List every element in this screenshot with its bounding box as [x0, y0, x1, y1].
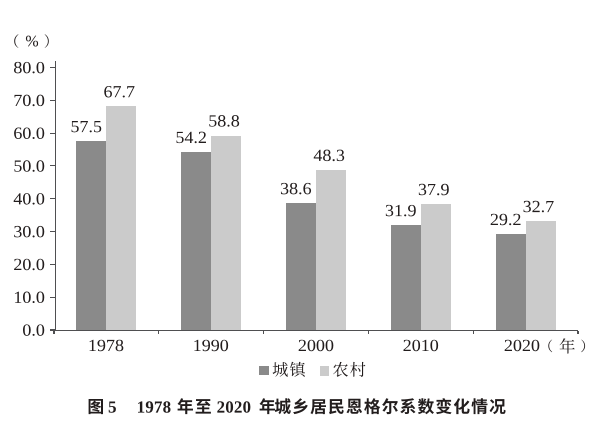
value-label	[176, 131, 206, 144]
x-axis-line	[54, 329, 578, 331]
x-axis-label	[403, 339, 439, 352]
x-tick	[367, 330, 369, 335]
value-label	[104, 85, 135, 98]
y-axis-unit-label	[14, 34, 49, 48]
value-label	[523, 200, 554, 213]
legend-label-rural	[333, 361, 366, 377]
y-tick-label	[14, 160, 45, 172]
x-tick	[472, 330, 474, 335]
value-label	[71, 121, 102, 133]
y-tick-label	[14, 225, 45, 238]
y-tick-label	[14, 94, 45, 107]
y-tick	[50, 165, 55, 167]
bar-urban-1978	[76, 141, 107, 330]
y-tick	[50, 296, 55, 298]
x-axis-label	[298, 339, 334, 352]
value-label	[209, 115, 240, 127]
y-tick	[50, 329, 55, 331]
y-tick	[50, 132, 55, 134]
x-tick	[53, 330, 55, 335]
y-tick	[50, 99, 55, 101]
y-tick	[50, 198, 55, 200]
bar-urban-2020	[495, 234, 526, 330]
bar-urban-2000	[286, 203, 316, 330]
y-tick-label	[22, 324, 45, 336]
x-axis-unit-label	[548, 338, 586, 354]
y-tick-label	[14, 258, 45, 271]
y-tick-label	[14, 291, 45, 304]
legend-label-urban	[272, 361, 306, 377]
legend-swatch-rural	[319, 366, 330, 376]
y-tick	[50, 231, 55, 233]
y-tick	[50, 66, 55, 69]
chart-caption	[88, 398, 506, 415]
bar-rural-1990	[211, 135, 242, 330]
bar-rural-2000	[316, 170, 346, 330]
bar-urban-2010	[390, 225, 421, 330]
y-tick	[50, 263, 55, 265]
x-tick	[577, 330, 579, 335]
numeric-labels	[13, 61, 554, 352]
x-tick	[158, 330, 160, 335]
y-axis-line	[54, 61, 56, 331]
x-tick	[263, 330, 265, 335]
x-axis-label	[89, 339, 124, 352]
y-tick-label	[13, 193, 45, 205]
bar-rural-1978	[106, 106, 137, 330]
value-label	[418, 183, 449, 196]
value-label	[280, 182, 312, 195]
x-axis-label	[504, 339, 540, 352]
y-tick-label	[14, 127, 45, 139]
bar-rural-2010	[420, 204, 451, 330]
bar-rural-2020	[525, 221, 556, 330]
value-label	[385, 204, 416, 217]
bar-urban-1990	[181, 152, 212, 330]
value-label	[490, 213, 521, 226]
x-axis-label	[194, 339, 229, 352]
legend-swatch-urban	[259, 366, 269, 376]
value-label	[313, 149, 345, 162]
y-tick-label	[13, 61, 45, 74]
